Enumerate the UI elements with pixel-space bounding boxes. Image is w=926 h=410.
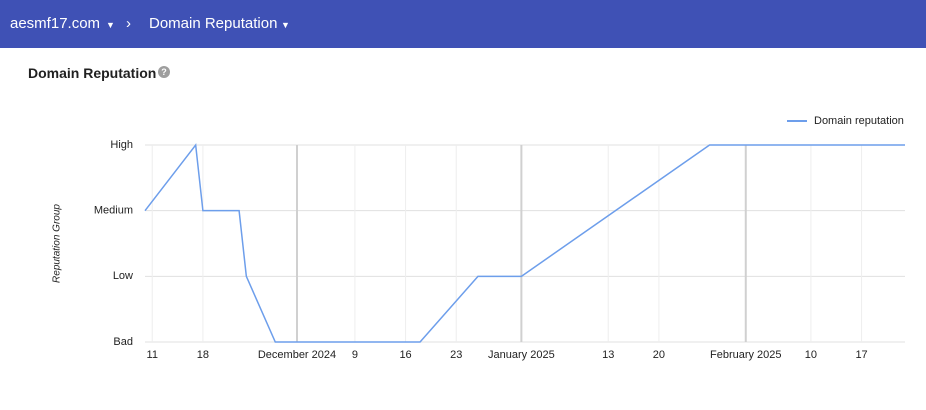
x-tick-label: 20	[653, 349, 665, 361]
y-tick-label: Bad	[113, 336, 133, 348]
y-axis-title: Reputation Group	[52, 204, 63, 283]
breadcrumb-separator: ›	[126, 15, 131, 32]
x-tick-label: December 2024	[258, 349, 336, 361]
x-tick-label: 17	[855, 349, 867, 361]
domain-selector[interactable]: aesmf17.com	[10, 15, 101, 32]
y-tick-label: Low	[113, 270, 133, 282]
y-tick-label: High	[110, 139, 133, 151]
help-icon[interactable]: ?	[158, 66, 170, 78]
dropdown-arrow: ▼	[281, 20, 290, 30]
x-tick-label: 13	[602, 349, 614, 361]
x-tick-label: 10	[805, 349, 817, 361]
x-tick-label: 23	[450, 349, 462, 361]
x-tick-label: February 2025	[710, 349, 782, 361]
dropdown-arrow: ▼	[106, 20, 115, 30]
legend-label: Domain reputation	[814, 115, 904, 127]
data-line	[144, 143, 905, 343]
x-tick-label: 18	[197, 349, 209, 361]
x-tick-label: January 2025	[488, 349, 555, 361]
card-title: Domain Reputation	[28, 65, 157, 81]
x-tick-label: 9	[352, 349, 358, 361]
x-tick-label: 16	[399, 349, 411, 361]
y-tick-label: Medium	[94, 205, 133, 217]
x-tick-label: 11	[147, 349, 158, 361]
top-bar: aesmf17.com ▼ › Domain Reputation ▼	[0, 0, 926, 48]
page-selector[interactable]: Domain Reputation	[149, 15, 278, 32]
chart: Bad Low Medium High 11 18 December 2024 9 16 23 Ja…	[52, 115, 905, 361]
